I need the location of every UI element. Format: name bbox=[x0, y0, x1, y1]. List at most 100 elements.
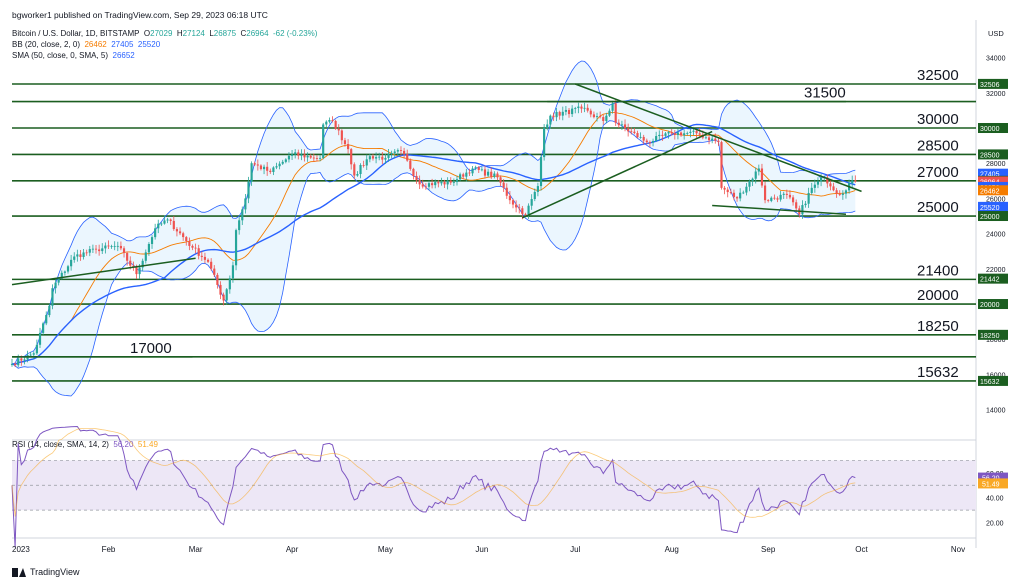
candle-body bbox=[371, 156, 375, 159]
candle-body bbox=[763, 185, 767, 201]
candle-body bbox=[801, 205, 804, 215]
price-tick-label: 28000 bbox=[986, 161, 1006, 168]
candle-body bbox=[403, 150, 406, 155]
candle-body bbox=[838, 193, 841, 195]
tradingview-logo-text: TradingView bbox=[30, 567, 80, 577]
price-tag bbox=[978, 78, 1008, 89]
candle-body bbox=[664, 133, 667, 136]
candle-body bbox=[150, 237, 154, 244]
candle-body bbox=[272, 167, 275, 173]
candle-body bbox=[126, 253, 129, 261]
candle-body bbox=[144, 252, 147, 261]
bb-fill bbox=[12, 61, 856, 396]
rsi-tick-label: 40.00 bbox=[986, 496, 1004, 503]
candle-body bbox=[636, 133, 639, 138]
candle-body bbox=[620, 124, 624, 126]
low-value: 26875 bbox=[213, 29, 237, 38]
candle-body bbox=[262, 166, 266, 170]
time-tick-label: Nov bbox=[951, 545, 965, 554]
candle-body bbox=[290, 154, 294, 156]
candle-body bbox=[676, 132, 680, 135]
candle-body bbox=[182, 233, 185, 238]
candle-body bbox=[480, 169, 483, 171]
candle-body bbox=[602, 117, 605, 121]
candle-body bbox=[580, 106, 583, 109]
time-tick-label: Jun bbox=[475, 545, 488, 554]
level-label-18250: 18250 bbox=[917, 318, 959, 335]
candle-body bbox=[437, 182, 440, 184]
candle-body bbox=[807, 192, 810, 204]
price-tick-label: 26000 bbox=[986, 196, 1006, 203]
candle-body bbox=[141, 260, 144, 268]
level-label-21400: 21400 bbox=[917, 262, 959, 279]
candle-body bbox=[455, 179, 459, 183]
candle-body bbox=[178, 231, 182, 234]
candle-body bbox=[244, 198, 247, 210]
candle-body bbox=[583, 107, 586, 109]
candle-body bbox=[440, 182, 443, 184]
candle-body bbox=[586, 107, 589, 111]
candle-body bbox=[415, 175, 418, 181]
candle-body bbox=[231, 265, 235, 279]
price-tag-label: 15632 bbox=[980, 379, 1000, 386]
candle-body bbox=[54, 282, 57, 289]
candle-body bbox=[346, 144, 350, 150]
price-tag-label: 21442 bbox=[980, 277, 1000, 284]
time-tick-label: Sep bbox=[761, 545, 776, 554]
candle-body bbox=[315, 158, 319, 159]
candle-body bbox=[325, 121, 328, 125]
rsi-line bbox=[11, 425, 856, 548]
candle-body bbox=[465, 172, 468, 177]
candle-body bbox=[312, 157, 315, 159]
candle-body bbox=[692, 130, 695, 132]
candle-body bbox=[732, 192, 736, 198]
candle-body bbox=[835, 190, 838, 194]
candle-body bbox=[396, 150, 399, 152]
candle-body bbox=[116, 245, 119, 247]
candle-body bbox=[739, 192, 742, 199]
symbol-legend: Bitcoin / U.S. Dollar, 1D, BITSTAMP O270… bbox=[12, 29, 318, 38]
candle-body bbox=[365, 159, 368, 166]
candle-body bbox=[468, 172, 471, 174]
candle-body bbox=[704, 137, 708, 139]
candle-body bbox=[350, 149, 353, 165]
candle-body bbox=[421, 184, 424, 187]
trend-line bbox=[522, 130, 713, 219]
candle-body bbox=[658, 134, 661, 137]
candle-body bbox=[714, 138, 717, 141]
level-label-25000: 25000 bbox=[917, 199, 959, 216]
sma-label: SMA (50, close, 0, SMA, 5) bbox=[12, 51, 109, 60]
rsi-value: 56.20 bbox=[113, 440, 134, 449]
candle-body bbox=[337, 128, 340, 131]
candle-body bbox=[228, 278, 231, 290]
candle-body bbox=[729, 192, 732, 193]
level-label-28500: 28500 bbox=[917, 137, 959, 154]
time-tick-label: 2023 bbox=[12, 545, 30, 554]
candle-body bbox=[543, 128, 546, 158]
candle-body bbox=[623, 124, 627, 129]
candle-body bbox=[225, 289, 228, 301]
candle-body bbox=[241, 209, 244, 221]
candle-body bbox=[216, 274, 219, 285]
candle-body bbox=[443, 182, 446, 185]
candle-body bbox=[409, 160, 412, 169]
candle-body bbox=[673, 133, 676, 135]
level-label-32500: 32500 bbox=[917, 67, 959, 84]
price-tag-label: 25520 bbox=[980, 205, 1000, 212]
candle-body bbox=[269, 170, 272, 173]
candle-body bbox=[381, 156, 384, 160]
candle-body bbox=[48, 305, 51, 316]
candle-body bbox=[353, 164, 356, 176]
candle-body bbox=[250, 163, 253, 182]
candle-body bbox=[427, 183, 431, 187]
change-value: -62 (-0.23%) bbox=[272, 29, 318, 38]
candle-body bbox=[599, 116, 602, 118]
price-tick-label: 34000 bbox=[986, 56, 1006, 63]
price-tick-label: 32000 bbox=[986, 91, 1006, 98]
candle-body bbox=[284, 159, 287, 162]
candle-body bbox=[234, 230, 238, 266]
candle-body bbox=[399, 150, 403, 151]
price-tag bbox=[978, 149, 1008, 160]
price-tick-label: 18000 bbox=[986, 337, 1006, 344]
